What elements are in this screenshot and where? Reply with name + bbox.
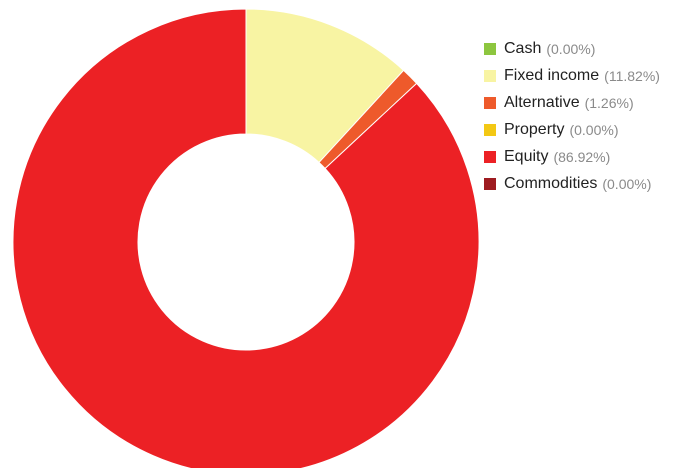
legend-label: Property — [504, 120, 565, 138]
legend-swatch — [484, 42, 496, 55]
legend-percentage: (11.82%) — [604, 67, 660, 84]
legend-label: Equity — [504, 147, 549, 165]
legend-item-cash[interactable]: Cash (0.00%) — [484, 35, 660, 62]
legend-item-fixed-income[interactable]: Fixed income (11.82%) — [484, 62, 660, 89]
legend: Cash (0.00%) Fixed income (11.82%) Alternati… — [484, 35, 660, 197]
legend-percentage: (0.00%) — [546, 40, 596, 57]
legend-percentage: (0.00%) — [602, 175, 652, 192]
slice-equity[interactable] — [12, 8, 480, 468]
legend-swatch — [484, 150, 496, 163]
legend-label: Cash — [504, 39, 542, 57]
legend-swatch — [484, 69, 496, 82]
legend-percentage: (0.00%) — [569, 121, 619, 138]
legend-swatch — [484, 123, 496, 136]
legend-swatch — [484, 177, 496, 190]
legend-item-commodities[interactable]: Commodities (0.00%) — [484, 170, 660, 197]
legend-label: Fixed income — [504, 66, 600, 84]
legend-swatch — [484, 96, 496, 109]
legend-label: Alternative — [504, 93, 580, 111]
legend-percentage: (1.26%) — [584, 94, 634, 111]
legend-percentage: (86.92%) — [553, 148, 611, 165]
legend-item-alternative[interactable]: Alternative (1.26%) — [484, 89, 660, 116]
legend-label: Commodities — [504, 174, 598, 192]
legend-item-equity[interactable]: Equity (86.92%) — [484, 143, 660, 170]
legend-item-property[interactable]: Property (0.00%) — [484, 116, 660, 143]
